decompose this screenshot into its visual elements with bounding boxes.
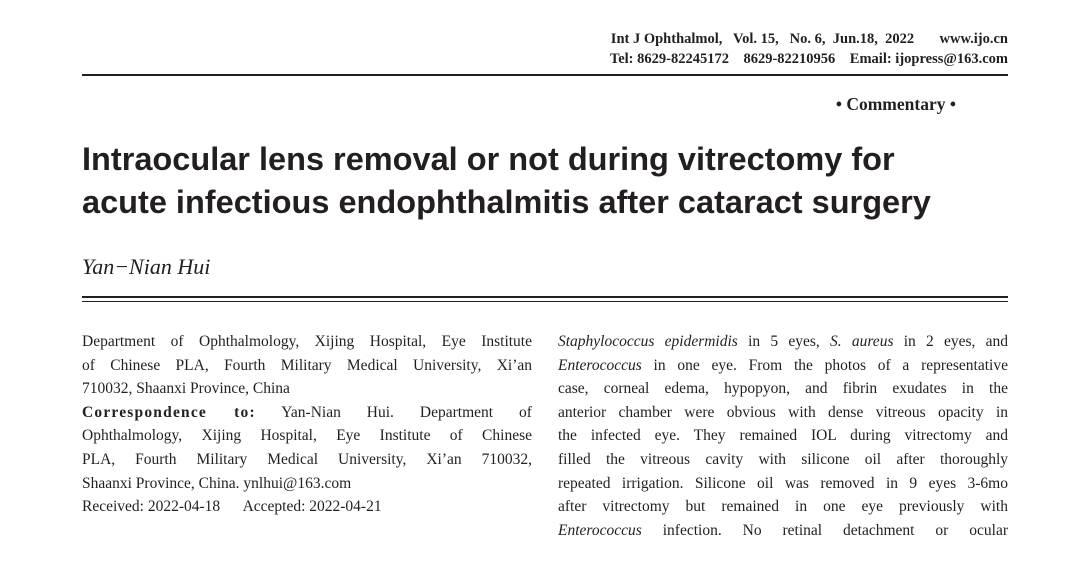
affiliation-line: of Chinese PLA, Fourth Military Medical … <box>82 356 532 374</box>
correspondence-line: Correspondence to: Yan-Nian Hui. Departm… <box>82 401 532 425</box>
body-line: case, corneal edema, hypopyon, and fibri… <box>558 380 1008 398</box>
body-line: repeated irrigation. Silicone oil was re… <box>558 474 1008 492</box>
body-text: in 2 eyes, and <box>893 333 1009 350</box>
body-line: filled the vitreous cavity with silicone… <box>558 450 1008 468</box>
header-rule <box>82 74 1008 76</box>
correspondence-line: PLA, Fourth Military Medical University,… <box>82 450 532 468</box>
body-line: Enterococcus infection. No retinal detac… <box>558 519 1008 543</box>
correspondence-label: Correspondence to: <box>82 403 256 421</box>
affiliation-line: 710032, Shaanxi Province, China <box>82 380 290 398</box>
species-name: Enterococcus <box>558 356 642 374</box>
left-column: Department of Ophthalmology, Xijing Hosp… <box>82 330 532 519</box>
article-title: Intraocular lens removal or not during v… <box>82 138 931 224</box>
body-text: in 5 eyes, <box>737 333 830 350</box>
right-column: Staphylococcus epidermidis in 5 eyes, S.… <box>558 330 1008 542</box>
body-line: Enterococcus in one eye. From the photos… <box>558 354 1008 378</box>
body-line: the infected eye. They remained IOL duri… <box>558 427 1008 445</box>
double-rule-top <box>82 296 1008 298</box>
correspondence-line: Ophthalmology, Xijing Hospital, Eye Inst… <box>82 427 532 445</box>
species-name: Staphylococcus epidermidis <box>558 333 738 350</box>
journal-citation: Int J Ophthalmol, Vol. 15, No. 6, Jun.18… <box>610 31 1008 47</box>
section-label: • Commentary • <box>835 94 956 114</box>
received-accepted-dates: Received: 2022-04-18 Accepted: 2022-04-2… <box>82 498 382 516</box>
body-line: anterior chamber were obvious with dense… <box>558 403 1008 421</box>
body-text: in one eye. From the photos of a represe… <box>641 356 1008 374</box>
title-line: Intraocular lens removal or not during v… <box>82 141 895 177</box>
correspondence-text: Yan-Nian Hui. Department of <box>255 403 532 421</box>
species-name: S. aureus <box>830 333 894 350</box>
journal-contact: Tel: 8629-82245172 8629-82210956 Email: … <box>609 51 1008 67</box>
double-rule-bottom <box>82 301 1008 302</box>
body-text: infection. No retinal detachment or ocul… <box>641 521 1008 539</box>
correspondence-email-line: Shaanxi Province, China. ynlhui@163.com <box>82 474 352 492</box>
species-name: Enterococcus <box>558 521 642 539</box>
body-line: after vitrectomy but remained in one eye… <box>558 498 1008 516</box>
body-line: Staphylococcus epidermidis in 5 eyes, S.… <box>558 330 1008 354</box>
author: Yan−Nian Hui <box>82 254 211 279</box>
title-line: acute infectious endophthalmitis after c… <box>82 184 931 220</box>
affiliation-line: Department of Ophthalmology, Xijing Hosp… <box>82 333 532 350</box>
